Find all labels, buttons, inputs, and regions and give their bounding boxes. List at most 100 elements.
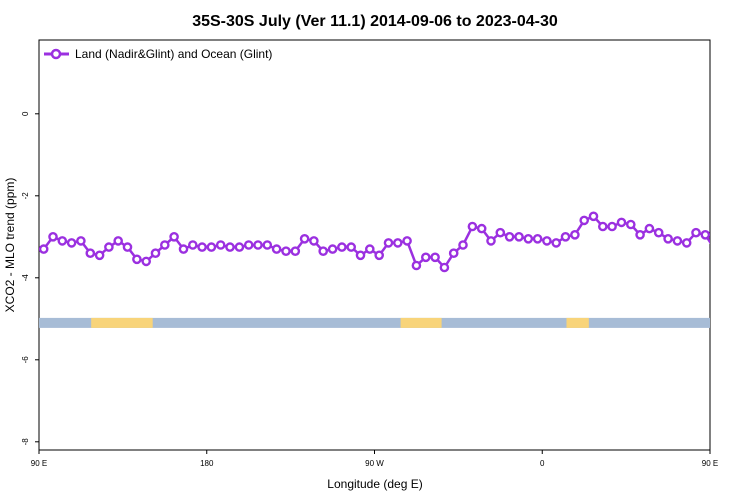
data-point: [570, 229, 580, 240]
data-point: [495, 227, 506, 238]
surface-type-strip: [39, 317, 710, 328]
data-point: [355, 250, 366, 261]
data-point: [709, 248, 710, 251]
data-point: [635, 229, 645, 240]
data-point: [523, 233, 534, 244]
data-point: [720, 233, 727, 240]
data-point: [607, 221, 617, 232]
data-point: [150, 248, 161, 258]
y-axis: 0 -2 -4 -6 -8: [21, 111, 39, 445]
y-tick-label: -2: [21, 192, 30, 200]
x-axis: 90 E 180 90 W 0 90 E: [31, 450, 718, 468]
data-point: [467, 221, 478, 232]
data-point: [299, 233, 310, 244]
data-point: [66, 238, 77, 248]
data-point: [551, 238, 562, 248]
data-point: [364, 244, 375, 254]
data-point: [197, 242, 207, 252]
data-point: [215, 240, 226, 250]
data-point: [458, 240, 468, 250]
data-point: [132, 254, 142, 265]
chart-title: 35S-30S July (Ver 11.1) 2014-09-06 to 20…: [192, 13, 558, 30]
land-span-0: [91, 317, 153, 328]
legend: Land (Nadir&Glint) and Ocean (Glint): [44, 47, 272, 61]
y-tick-label: -6: [21, 356, 30, 364]
data-point: [234, 242, 245, 252]
data-point: [225, 242, 235, 252]
data-point: [85, 248, 96, 258]
data-point: [579, 215, 590, 226]
data-point: [588, 211, 599, 222]
y-tick-label: 0: [21, 111, 30, 116]
land-span-1: [400, 317, 442, 328]
y-axis-title: XCO2 - MLO trend (ppm): [3, 178, 17, 313]
data-point: [411, 260, 422, 271]
land-span-2: [566, 317, 589, 328]
y-tick-label: -8: [21, 438, 30, 446]
x-tick-label: 90 E: [702, 459, 718, 468]
data-point: [94, 250, 105, 261]
data-point: [39, 244, 49, 254]
data-point: [281, 246, 291, 256]
data-point: [739, 239, 746, 246]
data-point: [206, 242, 217, 252]
data-point: [271, 244, 282, 254]
data-point: [187, 240, 198, 250]
x-tick-label: 90 E: [31, 459, 47, 468]
data-point: [392, 238, 403, 248]
data-point: [383, 238, 394, 248]
data-point: [290, 246, 301, 256]
data-point: [653, 227, 664, 238]
data-point: [486, 236, 496, 246]
data-point: [76, 236, 86, 246]
data-point: [560, 231, 571, 242]
data-point: [598, 221, 608, 232]
plot-area: [38, 39, 711, 451]
x-axis-title: Longitude (deg E): [327, 477, 422, 491]
data-point: [113, 236, 123, 246]
data-point: [514, 231, 524, 242]
series-group: [39, 211, 746, 273]
data-point: [169, 231, 179, 242]
data-point: [542, 236, 552, 246]
y-tick-label: -4: [21, 274, 30, 282]
data-point: [730, 237, 737, 244]
data-point: [672, 236, 683, 246]
data-point: [141, 256, 151, 267]
legend-marker: [50, 48, 62, 60]
data-point: [430, 252, 440, 263]
data-point: [346, 242, 357, 252]
x-tick-label: 90 W: [365, 459, 384, 468]
data-point: [402, 236, 412, 246]
data-point: [337, 242, 347, 252]
data-point: [504, 231, 515, 242]
data-point: [374, 250, 385, 261]
data-point: [681, 238, 692, 248]
data-point: [48, 231, 58, 242]
data-point: [420, 252, 431, 263]
data-point: [122, 242, 133, 252]
data-point: [327, 244, 338, 254]
data-point: [439, 262, 450, 273]
data-point: [253, 240, 263, 250]
ocean-band: [39, 317, 710, 328]
data-point: [476, 223, 487, 234]
data-point: [318, 246, 329, 256]
x-tick-label: 0: [540, 459, 545, 468]
data-point: [159, 240, 170, 250]
data-point: [104, 242, 114, 252]
data-point: [243, 240, 254, 250]
data-point: [663, 233, 673, 244]
data-point: [57, 236, 68, 246]
x-tick-label: 180: [200, 459, 214, 468]
data-point: [532, 233, 543, 244]
data-point: [309, 236, 319, 246]
data-point: [448, 248, 459, 258]
data-point: [262, 240, 273, 250]
data-point: [644, 223, 655, 234]
data-point: [178, 244, 189, 254]
legend-label: Land (Nadir&Glint) and Ocean (Glint): [75, 47, 272, 61]
data-point: [691, 227, 701, 238]
